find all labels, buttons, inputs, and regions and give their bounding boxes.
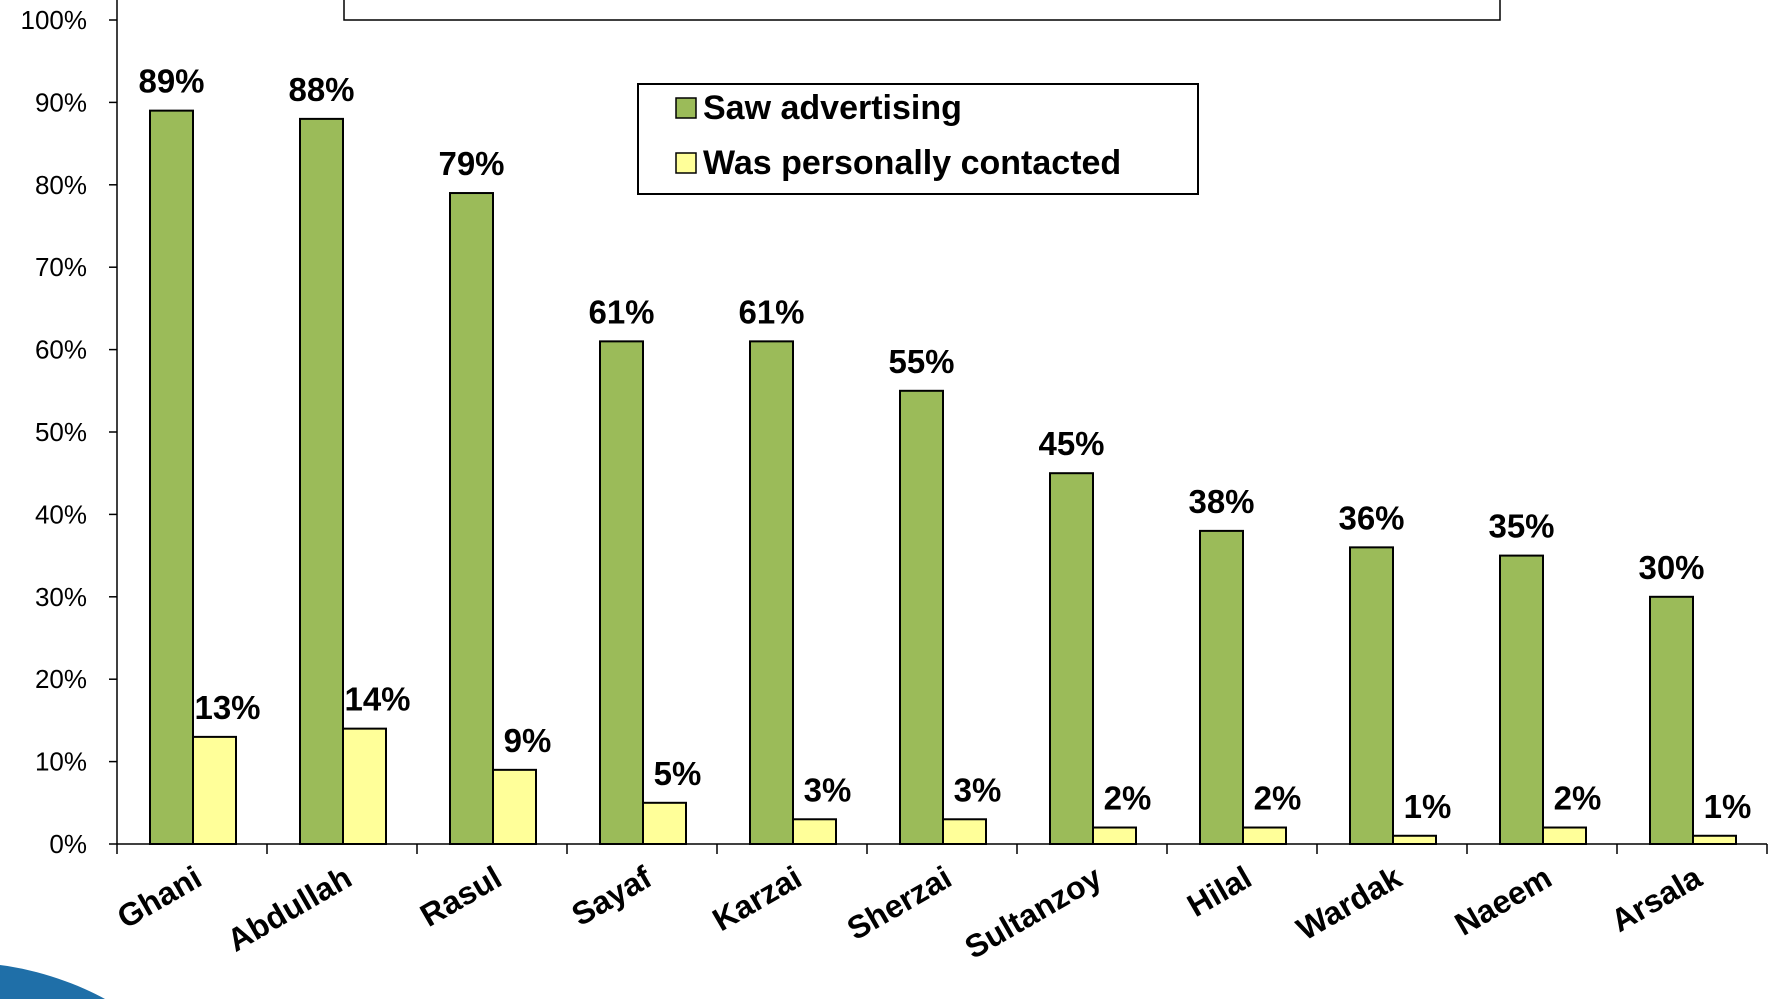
data-label-saw-advertising: 36% [1338,499,1404,536]
data-label-personally-contacted: 1% [1404,788,1452,825]
bar-saw-advertising [1049,472,1094,845]
category-label: Abdullah [221,859,358,959]
bar-saw-advertising [1499,554,1544,845]
bar-personally-contacted [1092,826,1137,846]
title-box [343,0,1501,21]
y-tick-label: 70% [35,252,87,282]
bar-personally-contacted [1542,826,1587,846]
bar-saw-advertising [899,389,944,845]
category-label: Sayaf [566,859,658,933]
bar-personally-contacted [192,735,237,846]
data-label-saw-advertising: 89% [138,63,204,100]
y-tick-label: 40% [35,499,87,529]
legend-label: Saw advertising [703,89,962,127]
data-label-saw-advertising: 61% [588,293,654,330]
legend-swatch [675,152,697,174]
y-tick-label: 0% [49,829,87,859]
bar-saw-advertising [149,109,194,845]
category-label: Hilal [1181,859,1258,924]
bars-layer [149,109,1737,846]
data-label-saw-advertising: 55% [888,343,954,380]
data-label-saw-advertising: 38% [1188,483,1254,520]
data-label-personally-contacted: 2% [1554,780,1602,817]
bar-saw-advertising [1349,546,1394,845]
bar-saw-advertising [299,117,344,845]
legend-label: Was personally contacted [703,144,1121,182]
y-tick-label: 90% [35,87,87,117]
category-label: Sherzai [841,859,958,947]
data-label-saw-advertising: 30% [1638,549,1704,586]
data-label-personally-contacted: 1% [1704,788,1752,825]
bar-saw-advertising [599,340,644,845]
bar-personally-contacted [492,768,537,846]
data-label-personally-contacted: 5% [654,755,702,792]
data-label-saw-advertising: 88% [288,71,354,108]
data-label-personally-contacted: 3% [804,771,852,808]
data-label-personally-contacted: 14% [344,681,410,718]
data-label-personally-contacted: 13% [194,689,260,726]
bar-saw-advertising [1199,529,1244,845]
category-label: Arsala [1605,859,1708,939]
bar-saw-advertising [1649,595,1694,845]
bar-personally-contacted [942,818,987,846]
legend: Saw advertising Was personally contacted [637,83,1199,195]
legend-box [637,83,1199,195]
slide-swoosh-decoration [0,965,105,999]
data-label-saw-advertising: 45% [1038,425,1104,462]
category-label: Wardak [1290,859,1407,947]
data-label-personally-contacted: 2% [1104,780,1152,817]
y-tick-label: 60% [35,335,87,365]
data-label-saw-advertising: 79% [438,145,504,182]
data-label-personally-contacted: 3% [954,771,1002,808]
bar-personally-contacted [642,801,687,845]
category-label: Ghani [111,859,208,936]
bar-personally-contacted [792,818,837,846]
y-tick-label: 100% [21,5,88,35]
bar-saw-advertising [749,340,794,845]
category-label: Sultanzoy [959,859,1108,966]
bar-personally-contacted [342,727,387,846]
y-tick-label: 20% [35,664,87,694]
category-label: Karzai [706,859,807,938]
bar-personally-contacted [1242,826,1287,846]
legend-swatch [675,97,697,119]
y-tick-label: 30% [35,582,87,612]
category-label: Rasul [414,859,507,934]
data-label-saw-advertising: 61% [738,293,804,330]
y-tick-label: 80% [35,170,87,200]
bar-saw-advertising [449,192,494,846]
y-tick-label: 50% [35,417,87,447]
y-tick-label: 10% [35,747,87,777]
axes-layer: 0% 10% 20% 30% 40% 50% 60% 70% 80% 90% 100% [21,0,1768,859]
data-label-saw-advertising: 35% [1488,508,1554,545]
bar-personally-contacted [1392,834,1437,846]
data-label-personally-contacted: 9% [504,722,552,759]
category-label: Naeem [1449,859,1558,943]
data-label-personally-contacted: 2% [1254,780,1302,817]
bar-personally-contacted [1692,834,1737,846]
